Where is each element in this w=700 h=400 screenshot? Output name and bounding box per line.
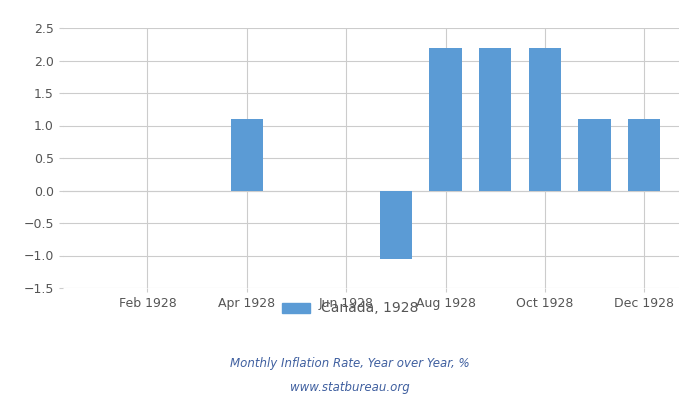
- Bar: [628, 119, 660, 190]
- Bar: [479, 48, 511, 190]
- Text: Monthly Inflation Rate, Year over Year, %: Monthly Inflation Rate, Year over Year, …: [230, 358, 470, 370]
- Bar: [528, 48, 561, 190]
- Bar: [578, 119, 610, 190]
- Legend: Canada, 1928: Canada, 1928: [276, 296, 424, 321]
- Text: www.statbureau.org: www.statbureau.org: [290, 382, 410, 394]
- Bar: [429, 48, 462, 190]
- Bar: [379, 190, 412, 259]
- Bar: [231, 119, 263, 190]
